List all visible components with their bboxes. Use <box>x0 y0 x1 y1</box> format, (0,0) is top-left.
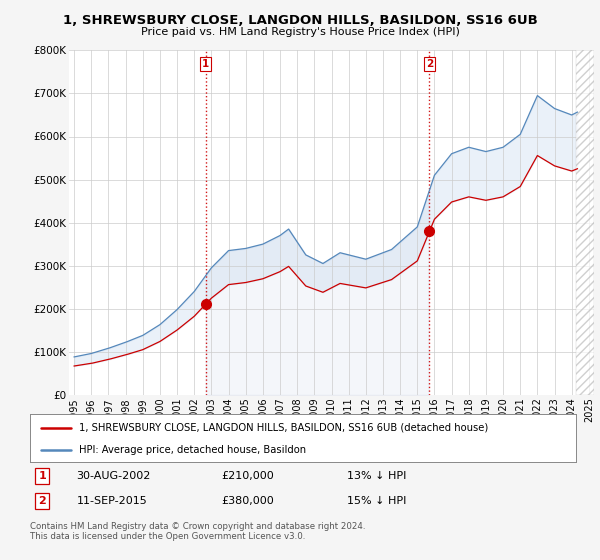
Text: 15% ↓ HPI: 15% ↓ HPI <box>347 496 406 506</box>
Text: 1: 1 <box>38 472 46 481</box>
Text: Price paid vs. HM Land Registry's House Price Index (HPI): Price paid vs. HM Land Registry's House … <box>140 27 460 37</box>
Text: 1: 1 <box>202 59 209 69</box>
Text: 2: 2 <box>38 496 46 506</box>
Text: 11-SEP-2015: 11-SEP-2015 <box>76 496 147 506</box>
Text: Contains HM Land Registry data © Crown copyright and database right 2024.
This d: Contains HM Land Registry data © Crown c… <box>30 522 365 542</box>
Text: 2: 2 <box>426 59 433 69</box>
Text: HPI: Average price, detached house, Basildon: HPI: Average price, detached house, Basi… <box>79 445 306 455</box>
Text: £210,000: £210,000 <box>221 472 274 481</box>
Text: 1, SHREWSBURY CLOSE, LANGDON HILLS, BASILDON, SS16 6UB: 1, SHREWSBURY CLOSE, LANGDON HILLS, BASI… <box>62 14 538 27</box>
Text: 1, SHREWSBURY CLOSE, LANGDON HILLS, BASILDON, SS16 6UB (detached house): 1, SHREWSBURY CLOSE, LANGDON HILLS, BASI… <box>79 423 488 433</box>
Text: £380,000: £380,000 <box>221 496 274 506</box>
Text: 13% ↓ HPI: 13% ↓ HPI <box>347 472 406 481</box>
Text: 30-AUG-2002: 30-AUG-2002 <box>76 472 151 481</box>
